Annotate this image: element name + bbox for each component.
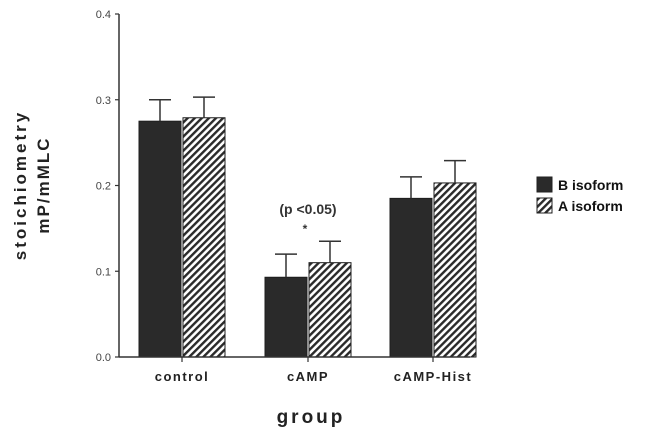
bar-a-isoform-camp-hist bbox=[433, 182, 477, 358]
legend: B isoform A isoform bbox=[536, 176, 623, 214]
y-axis-title-line1: stoichiometry bbox=[11, 110, 30, 260]
x-ticks-layer: control cAMP cAMP-Hist bbox=[155, 357, 473, 384]
y-tick-label-0-0: 0.0 bbox=[96, 352, 111, 364]
y-tick-label-0-3: 0.3 bbox=[96, 95, 111, 107]
error-bars-layer bbox=[149, 96, 466, 278]
y-tick-label-0-2: 0.2 bbox=[96, 181, 111, 193]
bar-a-isoform-camp bbox=[308, 262, 352, 358]
x-tick-label-camp-hist: cAMP-Hist bbox=[394, 369, 473, 384]
bars-layer bbox=[138, 117, 477, 358]
legend-label-a-isoform: A isoform bbox=[558, 198, 623, 214]
bar-a-isoform-control bbox=[182, 117, 226, 358]
bar-b-isoform-camp bbox=[264, 276, 308, 358]
x-tick-label-control: control bbox=[155, 369, 210, 384]
y-tick-label-0-1: 0.1 bbox=[96, 266, 111, 278]
y-tick-label-0-4: 0.4 bbox=[96, 9, 111, 21]
legend-swatch-a-isoform bbox=[536, 197, 553, 214]
legend-swatch-b-isoform bbox=[536, 176, 553, 193]
y-ticks-layer: 0.0 0.1 0.2 0.3 0.4 bbox=[96, 9, 119, 364]
bar-b-isoform-control bbox=[138, 120, 182, 358]
x-axis-title: group bbox=[277, 407, 346, 427]
significance-annotation: (p <0.05) bbox=[279, 201, 336, 217]
significance-asterisk: * bbox=[303, 222, 308, 236]
bar-b-isoform-camp-hist bbox=[389, 197, 433, 358]
y-axis-title-line2: mP/mMLC bbox=[34, 136, 53, 233]
legend-label-b-isoform: B isoform bbox=[558, 177, 623, 193]
x-tick-label-camp: cAMP bbox=[287, 369, 329, 384]
